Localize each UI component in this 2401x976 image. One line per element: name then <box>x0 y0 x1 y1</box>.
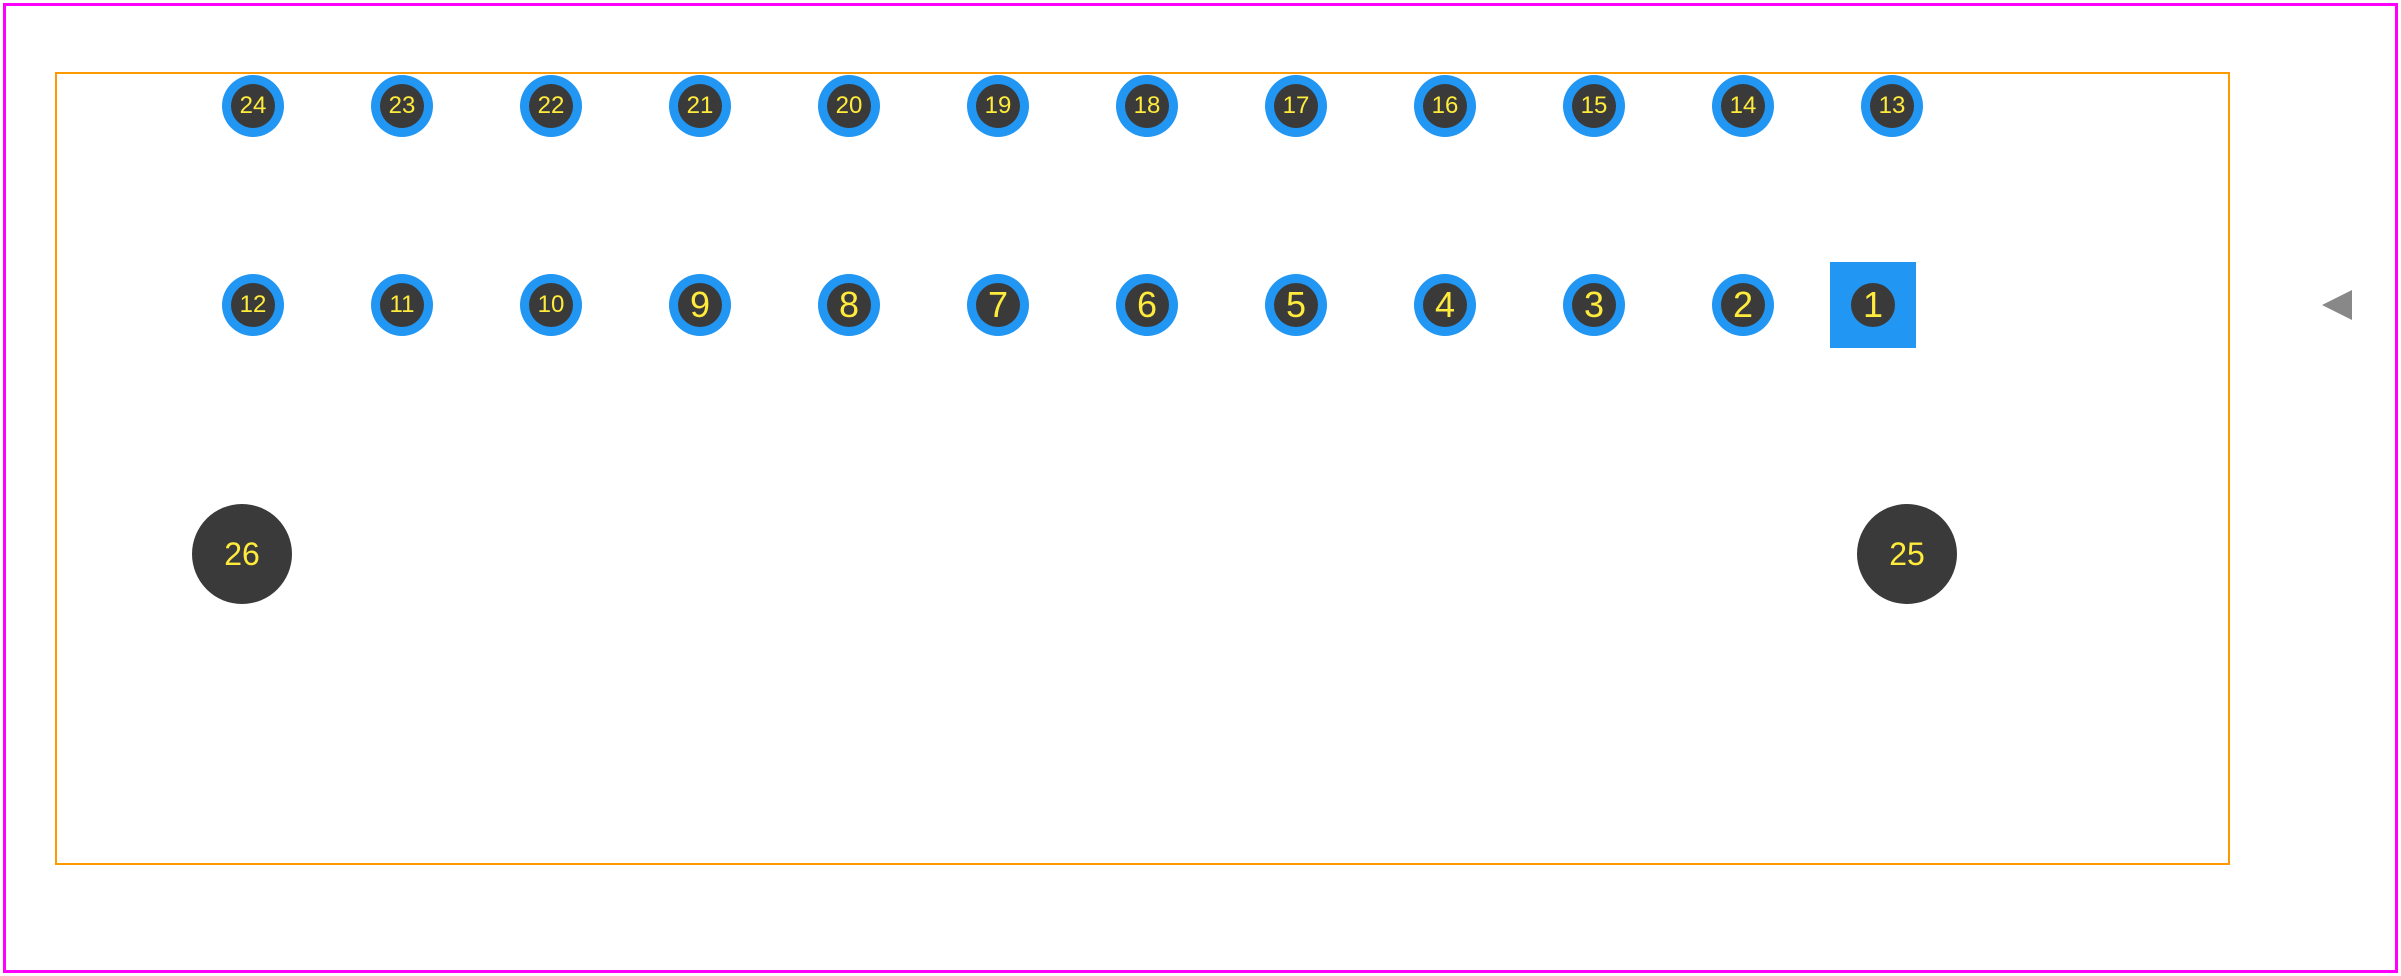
mounting-pad-label-25: 25 <box>1889 536 1925 573</box>
pad-15: 15 <box>1563 75 1625 137</box>
pad-5: 5 <box>1265 274 1327 336</box>
pad-label-11: 11 <box>390 291 415 319</box>
pad-label-14: 14 <box>1730 92 1757 120</box>
pad-19: 19 <box>967 75 1029 137</box>
pad-2: 2 <box>1712 274 1774 336</box>
pad-label-17: 17 <box>1283 92 1310 120</box>
pad-label-18: 18 <box>1134 92 1161 120</box>
mounting-pad-25: 25 <box>1857 504 1957 604</box>
pin1-marker-icon <box>2322 290 2352 320</box>
mounting-pad-26: 26 <box>192 504 292 604</box>
pad-16: 16 <box>1414 75 1476 137</box>
pad-9: 9 <box>669 274 731 336</box>
pad-label-12: 12 <box>240 291 267 319</box>
pad-label-9: 9 <box>690 284 710 326</box>
pad-17: 17 <box>1265 75 1327 137</box>
component-outline <box>55 72 2230 865</box>
pad-label-2: 2 <box>1733 284 1753 326</box>
pad-label-22: 22 <box>538 92 565 120</box>
pad-18: 18 <box>1116 75 1178 137</box>
pad-11: 11 <box>371 274 433 336</box>
pad-6: 6 <box>1116 274 1178 336</box>
pad-23: 23 <box>371 75 433 137</box>
pad-22: 22 <box>520 75 582 137</box>
pad-label-21: 21 <box>687 92 714 120</box>
pad-13: 13 <box>1861 75 1923 137</box>
pad-20: 20 <box>818 75 880 137</box>
pad-7: 7 <box>967 274 1029 336</box>
pad-label-19: 19 <box>985 92 1012 120</box>
pad-10: 10 <box>520 274 582 336</box>
pad-3: 3 <box>1563 274 1625 336</box>
pad-24: 24 <box>222 75 284 137</box>
pad-label-24: 24 <box>240 92 267 120</box>
pad-8: 8 <box>818 274 880 336</box>
pad-label-20: 20 <box>836 92 863 120</box>
pad-label-13: 13 <box>1879 92 1906 120</box>
pad-21: 21 <box>669 75 731 137</box>
pad-label-3: 3 <box>1584 284 1604 326</box>
pad-label-1: 1 <box>1863 284 1883 326</box>
pad-label-7: 7 <box>988 284 1008 326</box>
pad-label-23: 23 <box>389 92 416 120</box>
pad-label-6: 6 <box>1137 284 1157 326</box>
pad-label-16: 16 <box>1432 92 1459 120</box>
pad-12: 12 <box>222 274 284 336</box>
pad-label-4: 4 <box>1435 284 1455 326</box>
pad-label-15: 15 <box>1581 92 1608 120</box>
mounting-pad-label-26: 26 <box>224 536 260 573</box>
pad-14: 14 <box>1712 75 1774 137</box>
pad-label-5: 5 <box>1286 284 1306 326</box>
pad-1: 1 <box>1830 262 1916 348</box>
pad-label-8: 8 <box>839 284 859 326</box>
pad-4: 4 <box>1414 274 1476 336</box>
pad-label-10: 10 <box>538 291 565 319</box>
